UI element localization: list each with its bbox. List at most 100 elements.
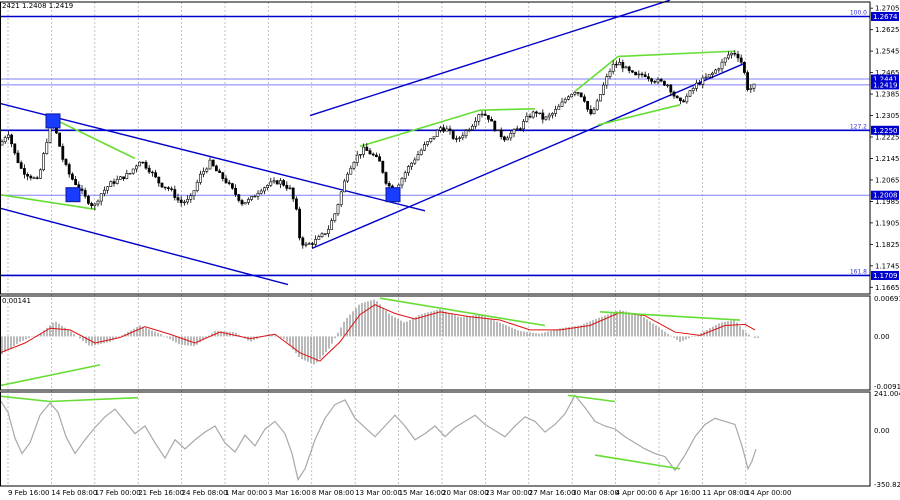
candle-body [368, 150, 372, 155]
candle-body [247, 199, 250, 203]
cci-divergence-line [567, 394, 616, 403]
candle-body [179, 199, 183, 203]
divergence-line [0, 193, 97, 211]
time-tick-label: 4 Apr 00:00 [616, 489, 657, 497]
candle-body [90, 203, 94, 207]
candle-body [451, 130, 455, 139]
panel-frame [0, 391, 871, 487]
candle-body [227, 182, 231, 184]
candle-body [275, 180, 279, 185]
cci-tick-label: -350.822 [874, 481, 900, 489]
candle-body [231, 183, 234, 189]
candle-body [131, 168, 135, 174]
candle-body [698, 82, 702, 85]
candle-body [269, 181, 273, 186]
candle-body [608, 70, 612, 77]
price-tag-label: 1.2008 [873, 192, 898, 200]
candle-body [189, 195, 193, 200]
divergence-line [54, 118, 136, 160]
time-tick-label: 9 Feb 16:00 [8, 489, 49, 497]
candle-body [122, 176, 126, 179]
price-tick-label: 1.2705 [875, 5, 900, 13]
descending-channel-upper [0, 102, 426, 212]
candle-body [666, 84, 670, 87]
ascending-channel-upper [309, 0, 671, 117]
candle-body [560, 101, 564, 107]
candle-body [525, 115, 529, 122]
candle-body [199, 173, 202, 183]
candle-body [336, 204, 340, 215]
price-tick-label: 1.2145 [875, 155, 900, 163]
candle-body [45, 142, 49, 154]
candle-body [218, 170, 222, 173]
candle-body [547, 114, 551, 118]
candle-body [215, 165, 218, 172]
cci-divergence-line [49, 396, 139, 403]
candle-body [374, 154, 378, 158]
price-tag [871, 270, 899, 280]
candle-body [522, 121, 526, 130]
time-tick-label: 8 Mar 08:00 [312, 489, 354, 497]
panel-frames [0, 1, 871, 487]
candle-body [550, 113, 554, 116]
candle-body [22, 168, 26, 175]
candle-body [544, 116, 548, 120]
candle-body [10, 134, 14, 145]
candle-body [592, 109, 596, 115]
descending-channel-lower [0, 207, 289, 286]
candle-body [400, 178, 404, 186]
candle-body [256, 192, 260, 197]
candle-body [119, 176, 122, 180]
candle-body [183, 201, 186, 204]
candle-body [733, 52, 737, 55]
time-tick-label: 20 Mar 08:00 [442, 489, 489, 497]
candle-body [454, 138, 458, 140]
candle-body [144, 161, 148, 169]
divergence-line [479, 108, 536, 111]
candle-body [534, 111, 538, 114]
candle-body [749, 87, 753, 91]
candle-body [442, 127, 446, 132]
candle-body [278, 180, 282, 185]
candle-body [106, 186, 110, 191]
candle-body [192, 190, 196, 197]
price-panel: 100.0 127.2 161.8 [0, 0, 870, 286]
candle-body [323, 233, 327, 235]
candle-body [138, 161, 142, 167]
candle-body [112, 181, 116, 184]
candle-body [80, 188, 84, 191]
candle-body [64, 159, 68, 165]
price-tag [871, 190, 899, 200]
candle-body [128, 172, 132, 175]
candle-body [135, 165, 138, 170]
candle-body [714, 69, 718, 74]
candle-body [304, 243, 308, 246]
candle-body [362, 146, 366, 155]
candle-body [515, 128, 519, 130]
time-tick-label: 6 Apr 16:00 [659, 489, 700, 497]
candle-body [61, 146, 65, 160]
signal-marker [385, 187, 401, 203]
candle-body [611, 63, 615, 72]
candle-body [285, 184, 289, 189]
candle-body [493, 120, 497, 131]
candle-body [582, 96, 586, 102]
time-tick-label: 1 Mar 00:00 [225, 489, 267, 497]
price-tick-label: 1.2625 [875, 26, 900, 34]
price-tick-label: 1.2465 [875, 69, 900, 77]
macd-panel: 0.00141 [0, 297, 759, 387]
candle-body [301, 237, 305, 246]
candle-body [160, 182, 164, 188]
candle-body [298, 208, 302, 239]
price-tag-label: 1.2250 [873, 127, 898, 135]
candle-body [262, 187, 266, 192]
candle-body [109, 181, 113, 187]
price-tick-label: 1.2385 [875, 91, 900, 99]
price-tag [871, 80, 899, 90]
candle-body [656, 79, 660, 83]
candle-body [224, 178, 228, 183]
candle-body [282, 180, 286, 186]
candle-body [685, 95, 689, 103]
candle-body [378, 156, 382, 162]
candle-body [7, 134, 10, 138]
